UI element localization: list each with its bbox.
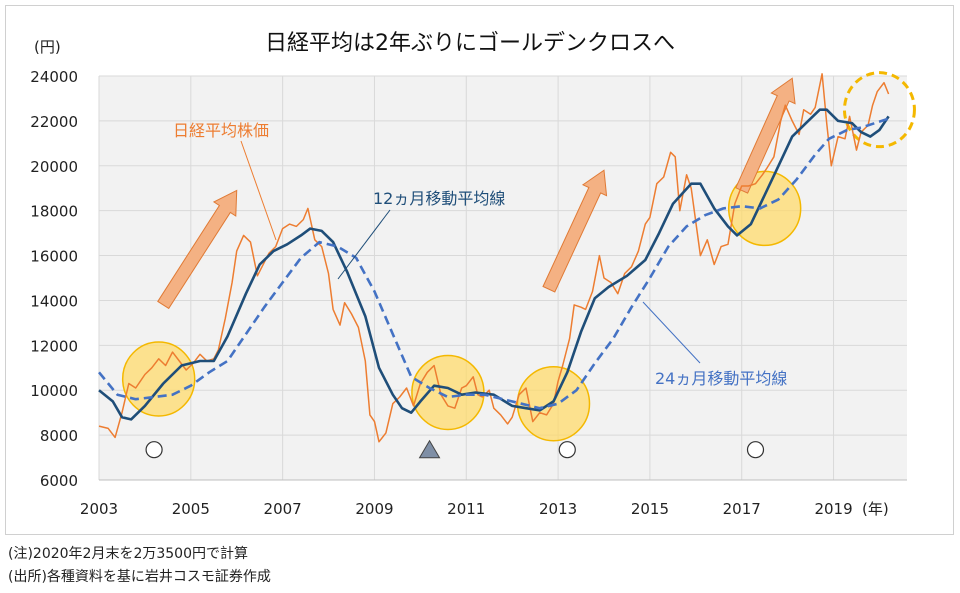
golden-cross-target-highlight	[842, 71, 916, 149]
x-tick-label: 2003	[80, 500, 118, 518]
cross-highlight	[121, 341, 196, 417]
chart-title: 日経平均は2年ぶりにゴールデンクロスへ	[265, 31, 675, 56]
chart: 6000 8000 10000 12000 14000 16000 18000 20000 22…	[30, 31, 916, 518]
y-tick-label: 18000	[30, 203, 78, 221]
note-line: (注)2020年2月末を2万3500円で計算	[8, 546, 248, 562]
ma24-label: 24ヵ月移動平均線	[655, 369, 787, 388]
y-tick-label: 14000	[30, 292, 78, 310]
y-tick-label: 16000	[30, 248, 78, 266]
golden-cross-marker	[746, 441, 765, 459]
ma24-line	[97, 117, 890, 410]
trend-arrow-shape	[542, 169, 608, 293]
x-tick-label: 2017	[723, 500, 761, 518]
dead-cross-marker	[418, 439, 441, 459]
y-unit-label: (円)	[34, 38, 61, 56]
y-tick-label: 12000	[30, 337, 78, 355]
trend-arrow-shape	[735, 77, 796, 194]
trend-arrow-shape	[157, 189, 238, 310]
y-tick-label: 24000	[30, 68, 78, 86]
trend-arrow	[542, 169, 608, 293]
x-unit-label: (年)	[862, 500, 889, 518]
ma12-label: 12ヵ月移動平均線	[373, 189, 505, 208]
y-tick-label: 6000	[40, 472, 78, 490]
nikkei-label-leader	[240, 140, 277, 241]
nikkei-label: 日経平均株価	[173, 121, 269, 140]
ma24-label-leader	[642, 301, 701, 364]
nikkei-price-line	[98, 73, 890, 443]
golden-cross-marker	[558, 441, 576, 459]
y-tick-label: 8000	[40, 427, 78, 445]
y-tick-label: 20000	[30, 158, 78, 176]
golden-cross-marker	[145, 441, 163, 459]
plot-area	[99, 76, 907, 480]
x-tick-label: 2011	[447, 500, 485, 518]
y-tick-label: 22000	[30, 113, 78, 131]
x-tick-label: 2013	[539, 500, 577, 518]
x-tick-label: 2007	[264, 500, 302, 518]
trend-arrow	[157, 189, 238, 310]
source-line: (出所)各種資料を基に岩井コスモ証券作成	[8, 569, 271, 585]
x-tick-label: 2005	[172, 500, 210, 518]
trend-arrow	[735, 77, 796, 194]
y-tick-label: 10000	[30, 382, 78, 400]
x-tick-label: 2019	[814, 500, 852, 518]
x-tick-label: 2009	[355, 500, 393, 518]
x-tick-label: 2015	[631, 500, 669, 518]
ma12-label-leader	[337, 209, 391, 280]
ma12-line	[98, 108, 890, 421]
